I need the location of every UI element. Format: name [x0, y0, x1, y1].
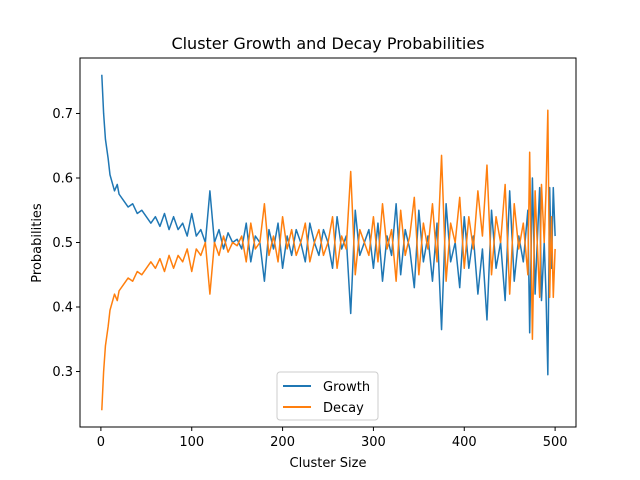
chart-title: Cluster Growth and Decay Probabilities [171, 34, 484, 53]
y-tick-label: 0.4 [52, 301, 73, 316]
x-tick-label: 100 [179, 435, 204, 450]
series-line-decay [101, 109, 556, 411]
legend-growth-label: Growth [323, 380, 370, 395]
x-tick-label: 200 [270, 435, 295, 450]
x-tick-label: 0 [97, 435, 105, 450]
x-tick-label: 500 [543, 435, 568, 450]
plot-content [101, 74, 556, 411]
y-tick-label: 0.7 [52, 107, 73, 122]
y-tick-label: 0.3 [52, 365, 73, 380]
x-tick-label: 400 [452, 435, 477, 450]
legend-decay-label: Decay [323, 401, 364, 416]
y-axis: 0.3 0.4 0.5 0.6 0.7 [52, 107, 80, 380]
x-axis-title: Cluster Size [290, 456, 367, 471]
y-tick-label: 0.5 [52, 236, 73, 251]
x-axis: 0 100 200 300 400 500 [97, 427, 568, 450]
y-axis-title: Probabilities [30, 203, 45, 283]
legend: Growth Decay [276, 371, 379, 421]
y-tick-label: 0.6 [52, 171, 73, 186]
x-tick-label: 300 [361, 435, 386, 450]
